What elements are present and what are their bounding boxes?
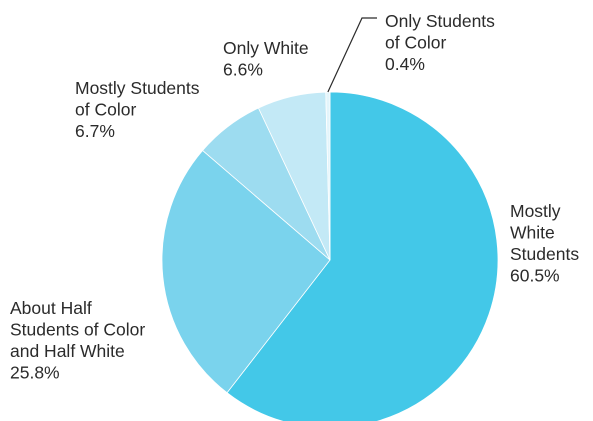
slice-label-line: Mostly: [510, 201, 561, 221]
pie-slices: [161, 91, 499, 421]
slice-percent: 60.5%: [510, 266, 560, 286]
slice-label-line: of Color: [75, 100, 136, 120]
slice-label-line: About Half: [10, 298, 92, 318]
slice-label-line: Students: [510, 244, 579, 264]
pie-slice-about-half-students-of-color-and-half-white: [161, 149, 331, 394]
slice-percent: 6.6%: [223, 60, 263, 80]
slice-label-line: Only White: [223, 38, 309, 58]
slice-label-only-students-of-color: Only Students of Color 0.4%: [385, 11, 495, 74]
slice-percent: 6.7%: [75, 121, 115, 141]
slice-label-line: and Half White: [10, 341, 125, 361]
callout-line-only-students-of-color: [327, 17, 377, 93]
slice-label-line: Only Students: [385, 11, 495, 31]
slice-label-about-half-students-of-color-and-half-white: About Half Students of Color and Half Whit…: [10, 298, 145, 383]
slice-label-mostly-students-of-color: Mostly Students of Color 6.7%: [75, 78, 200, 141]
slice-percent: 0.4%: [385, 54, 425, 74]
slice-label-line: Students of Color: [10, 320, 145, 340]
slice-percent: 25.8%: [10, 363, 60, 383]
pie-slice-mostly-white-students: [226, 91, 499, 421]
slice-label-line: Mostly Students: [75, 78, 200, 98]
pie-labels: Mostly White Students 60.5%About Half Studen…: [10, 11, 579, 383]
slice-label-line: of Color: [385, 33, 446, 53]
slice-label-line: White: [510, 223, 555, 243]
slice-label-only-white: Only White 6.6%: [223, 38, 309, 80]
slice-label-mostly-white-students: Mostly White Students 60.5%: [510, 201, 579, 286]
pie-slice-only-students-of-color: [325, 91, 331, 261]
